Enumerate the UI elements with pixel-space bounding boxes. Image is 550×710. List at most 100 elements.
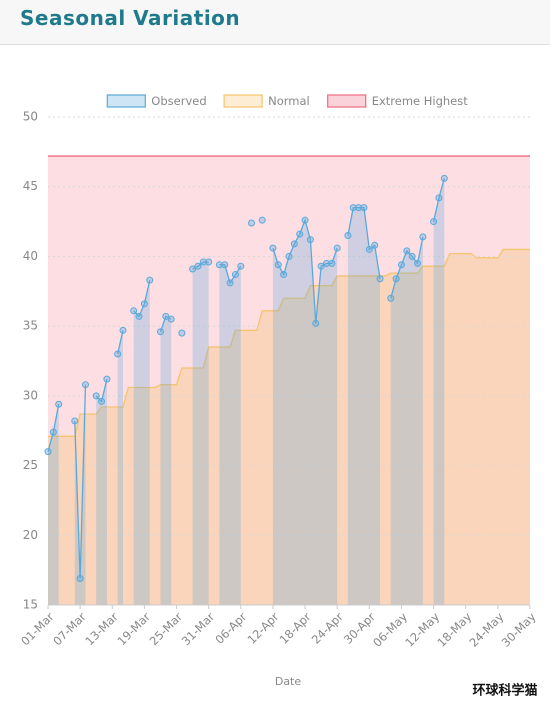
point [440, 174, 448, 182]
point [237, 262, 245, 270]
point [397, 261, 405, 269]
x-tick-label: 24-May [466, 610, 506, 650]
point [392, 275, 400, 283]
line [159, 315, 172, 332]
area-fill [272, 220, 338, 606]
legend-swatch [223, 94, 263, 108]
point [189, 265, 197, 273]
point [258, 216, 266, 224]
x-tick-label: 06-May [370, 610, 410, 650]
point [98, 397, 106, 405]
y-tick-label: 15 [23, 598, 38, 612]
point [355, 204, 363, 212]
point [285, 252, 293, 260]
area-fill [96, 379, 107, 605]
point [419, 233, 427, 241]
x-tick-label: 18-Apr [277, 610, 314, 647]
point [306, 236, 314, 244]
point [162, 312, 170, 320]
point [81, 381, 89, 389]
point [296, 230, 304, 238]
point [71, 417, 79, 425]
x-tick-label: 07-Mar [50, 610, 89, 649]
line [116, 330, 124, 355]
x-tick-label: 19-Mar [114, 610, 153, 649]
area-fill [48, 249, 530, 605]
x-tick-label: 01-Mar [18, 610, 57, 649]
point [435, 194, 443, 202]
point [274, 261, 282, 269]
y-tick-label: 45 [23, 179, 38, 193]
point [322, 259, 330, 267]
area-fill [347, 207, 381, 605]
line [95, 378, 108, 403]
point [130, 307, 138, 315]
point [146, 276, 154, 284]
point [199, 258, 207, 266]
point [114, 350, 122, 358]
area-fill [48, 156, 530, 605]
point [376, 275, 384, 283]
point [414, 259, 422, 267]
area-fill [433, 178, 445, 605]
point [328, 259, 336, 267]
area-fill [133, 280, 150, 605]
point [360, 204, 368, 212]
chart: Date 环球科学猫 152025303540455001-Mar07-Mar1… [18, 94, 539, 699]
x-tick-label: 30-May [499, 610, 539, 650]
line [74, 384, 87, 579]
point [44, 448, 52, 456]
watermark: 环球科学猫 [472, 683, 537, 699]
point [178, 329, 186, 337]
point [365, 245, 373, 253]
point [92, 392, 100, 400]
y-tick-label: 20 [23, 528, 38, 542]
legend: Observed Normal Extreme Highest [106, 94, 469, 108]
point [221, 261, 229, 269]
legend-swatch [327, 94, 367, 108]
point [194, 262, 202, 270]
point [119, 326, 127, 334]
line [47, 404, 60, 452]
point [140, 300, 148, 308]
y-tick-label: 40 [23, 249, 38, 263]
legend-label: Extreme Highest [372, 94, 469, 108]
x-tick-label: 06-Apr [212, 610, 249, 647]
point [317, 262, 325, 270]
page-title: Seasonal Variation [20, 6, 241, 30]
x-tick-label: 18-May [434, 610, 474, 650]
y-tick-label: 50 [23, 110, 38, 124]
header: Seasonal Variation [0, 0, 550, 45]
point [226, 279, 234, 287]
y-tick-label: 25 [23, 458, 38, 472]
point [248, 219, 256, 227]
point [280, 271, 288, 279]
point [167, 315, 175, 323]
point [349, 204, 357, 212]
point [430, 218, 438, 226]
area-fill [390, 236, 423, 605]
point [290, 240, 298, 248]
legend-swatch [106, 94, 146, 108]
line [432, 178, 445, 222]
area-fill [117, 330, 123, 605]
line [272, 218, 338, 324]
point [333, 244, 341, 252]
line [347, 206, 381, 279]
point [55, 400, 63, 408]
point [403, 247, 411, 255]
point [49, 428, 57, 436]
point [269, 244, 277, 252]
y-tick-label: 35 [23, 319, 38, 333]
y-tick-label: 30 [23, 388, 38, 402]
x-tick-label: 12-May [402, 610, 442, 650]
area-fill [48, 404, 59, 605]
line [48, 248, 530, 437]
point [312, 319, 320, 327]
point [156, 328, 164, 336]
point [103, 375, 111, 383]
area-fill [160, 316, 172, 605]
x-tick-label: 25-Mar [147, 610, 186, 649]
point [205, 258, 213, 266]
